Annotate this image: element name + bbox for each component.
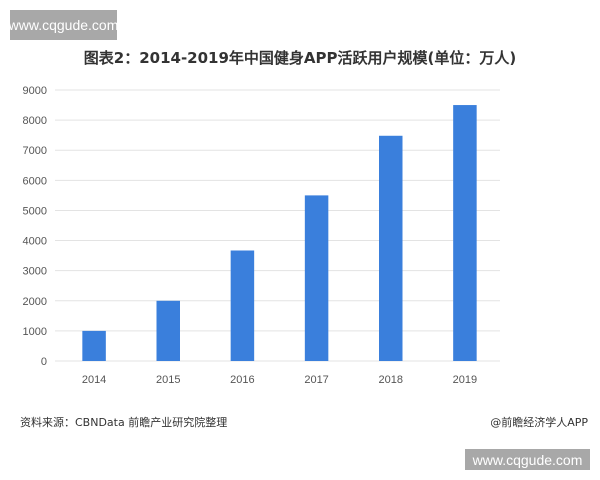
bar-2018 [379, 135, 403, 361]
bar-2017 [304, 195, 329, 361]
watermark-bottom: www.cqgude.com [465, 449, 590, 470]
y-tick-label: 9000 [23, 85, 47, 97]
y-tick-label: 5000 [23, 205, 47, 217]
y-tick-label: 2000 [23, 296, 47, 308]
x-tick-label: 2014 [82, 374, 106, 386]
y-tick-label: 6000 [23, 175, 47, 187]
x-tick-label: 2018 [379, 374, 403, 386]
source-note: 资料来源：CBNData 前瞻产业研究院整理 [20, 416, 228, 429]
y-tick-label: 8000 [23, 115, 47, 127]
x-tick-label: 2019 [453, 374, 477, 386]
y-tick-label: 3000 [23, 266, 47, 278]
bar-2014 [82, 330, 106, 361]
watermark-top: www.cqgude.com [9, 10, 118, 40]
x-tick-label: 2016 [230, 374, 254, 386]
credit-note: @前瞻经济学人APP [490, 416, 588, 429]
bar-2015 [156, 300, 180, 361]
y-tick-label: 0 [41, 356, 47, 368]
x-tick-label: 2015 [156, 374, 180, 386]
y-tick-label: 7000 [23, 145, 47, 157]
y-tick-label: 4000 [23, 236, 47, 248]
x-tick-label: 2017 [304, 374, 328, 386]
y-tick-label: 1000 [23, 326, 47, 338]
bar-2019 [453, 105, 477, 361]
chart-title: 图表2：2014-2019年中国健身APP活跃用户规模(单位：万人) [83, 49, 517, 67]
bar-2016 [230, 250, 255, 361]
